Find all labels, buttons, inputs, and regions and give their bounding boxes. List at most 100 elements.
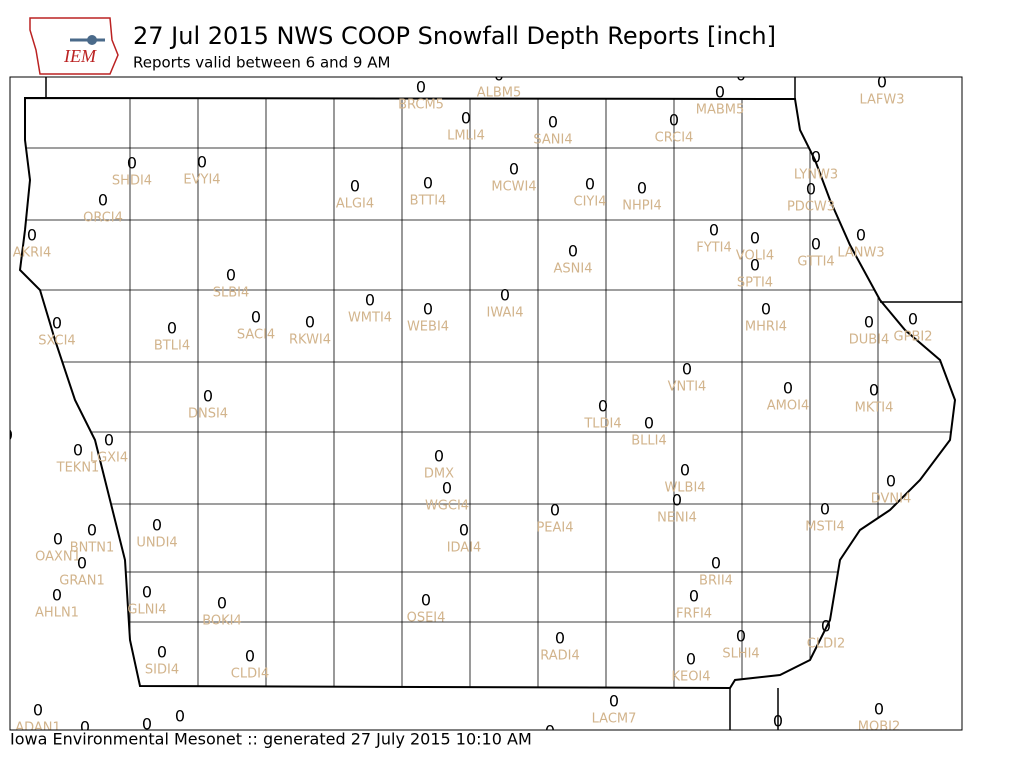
station-value: 0 [152, 516, 162, 535]
station-id: VNTI4 [668, 380, 707, 395]
station-value: 0 [750, 256, 760, 275]
station-id: BTTI4 [410, 194, 447, 209]
station-value: 0 [609, 692, 619, 711]
station-id: RKWI4 [289, 333, 331, 348]
station-id: AHLN1 [35, 606, 79, 621]
station-value: 0 [305, 313, 315, 332]
station-value: 0 [73, 441, 83, 460]
station-value: 0 [783, 379, 793, 398]
station-id: GPBI2 [894, 330, 933, 345]
station-id: PDCW3 [787, 200, 835, 215]
station-value: 0 [175, 707, 185, 726]
station-id: LACM7 [592, 712, 637, 727]
station-value: 0 [3, 426, 13, 445]
station-value: 0 [874, 700, 884, 719]
station-id: BTLI4 [154, 339, 190, 354]
station-id: BNTN1 [70, 541, 115, 556]
station-value: 0 [672, 491, 682, 510]
station-id: RADI4 [540, 649, 580, 664]
station-value: 0 [416, 78, 426, 97]
station-value: 0 [644, 414, 654, 433]
station-id: SHDI4 [112, 174, 152, 189]
station-value: 0 [442, 479, 452, 498]
station-value: 0 [365, 291, 375, 310]
station-value: 0 [251, 308, 261, 327]
station-value: 0 [203, 387, 213, 406]
station-id: WMTI4 [348, 311, 392, 326]
station-id: WLBI4 [664, 481, 705, 496]
station-id: FYTI4 [696, 241, 731, 256]
station-id: OSEI4 [407, 611, 446, 626]
station-value: 0 [167, 319, 177, 338]
station-value: 0 [423, 300, 433, 319]
station-value: 0 [864, 313, 874, 332]
station-value: 0 [680, 461, 690, 480]
station-value: 0 [350, 177, 360, 196]
station-id: TEKN1 [56, 461, 100, 476]
station-id: AMOI4 [767, 399, 809, 414]
station-id: ADAN1 [15, 721, 61, 736]
station-id: ALBM5 [477, 86, 522, 101]
station-value: 0 [550, 501, 560, 520]
state-outline [18, 96, 957, 690]
title: 27 Jul 2015 NWS COOP Snowfall Depth Repo… [133, 22, 776, 50]
station-value: 0 [811, 148, 821, 167]
station-id: ASNI4 [554, 262, 593, 277]
station-value: 0 [52, 586, 62, 605]
station-id: IWAI4 [487, 306, 524, 321]
station-value: 0 [127, 154, 137, 173]
station-id: LGXI4 [90, 451, 128, 466]
station-value: 0 [773, 712, 783, 731]
station-id: DNSI4 [188, 407, 228, 422]
station-id: MHRI4 [745, 320, 787, 335]
station-value: 0 [421, 591, 431, 610]
station-id: UNDI4 [136, 536, 177, 551]
map-frame [9, 76, 963, 731]
station-id: BLLI4 [631, 434, 667, 449]
station-id: SIDI4 [145, 663, 179, 678]
station-value: 0 [750, 229, 760, 248]
station-id: MKTI4 [855, 401, 894, 416]
station-id: EVYI4 [183, 173, 220, 188]
station-id: BRII4 [699, 574, 733, 589]
station-value: 0 [869, 381, 879, 400]
station-value: 0 [811, 235, 821, 254]
station-id: SLBI4 [213, 286, 250, 301]
station-value: 0 [461, 109, 471, 128]
station-id: MSTI4 [805, 520, 845, 535]
station-id: WGCI4 [425, 499, 469, 514]
station-value: 0 [709, 221, 719, 240]
station-id: MABM5 [696, 103, 745, 118]
station-id: FRFI4 [676, 607, 712, 622]
station-id: MOBI2 [858, 720, 900, 735]
station-value: 0 [886, 472, 896, 491]
station-value: 0 [711, 554, 721, 573]
station-id: GTTI4 [797, 255, 834, 270]
station-id: CLDI4 [231, 667, 269, 682]
station-value: 0 [27, 226, 37, 245]
station-value: 0 [52, 314, 62, 333]
station-id: SLHI4 [722, 647, 759, 662]
station-value: 0 [500, 286, 510, 305]
station-id: LMLI4 [447, 129, 485, 144]
station-id: PEAI4 [536, 521, 573, 536]
station-id: TLDI4 [583, 417, 621, 432]
station-id: CLDI2 [807, 637, 845, 652]
station-value: 0 [548, 113, 558, 132]
station-value: 0 [682, 360, 692, 379]
station-id: KEOI4 [671, 670, 710, 685]
station-value: 0 [908, 310, 918, 329]
station-id: MCWI4 [491, 180, 536, 195]
station-value: 0 [820, 500, 830, 519]
station-id: GLNI4 [127, 603, 166, 618]
station-id: SXCI4 [38, 334, 75, 349]
station-value: 0 [104, 431, 114, 450]
station-id: NHPI4 [622, 199, 661, 214]
station-value: 0 [197, 153, 207, 172]
station-value: 0 [226, 266, 236, 285]
station-value: 0 [761, 300, 771, 319]
station-value: 0 [686, 650, 696, 669]
